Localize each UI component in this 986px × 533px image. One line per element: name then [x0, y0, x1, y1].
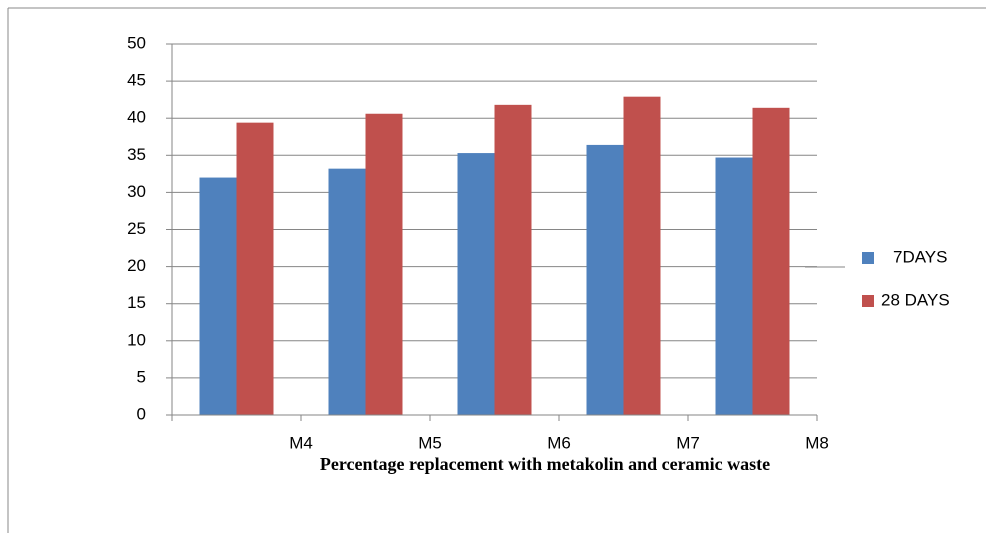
bar: [366, 114, 403, 415]
y-tick-label: 30: [127, 182, 146, 201]
bar: [237, 123, 274, 415]
y-tick-label: 40: [127, 108, 146, 127]
x-tick-label: M6: [547, 433, 571, 452]
y-tick-label: 35: [127, 145, 146, 164]
bar: [753, 108, 790, 415]
x-axis-title: Percentage replacement with metakolin an…: [320, 454, 770, 474]
y-tick-label: 15: [127, 293, 146, 312]
y-tick-label: 5: [137, 367, 146, 386]
bar: [495, 105, 532, 415]
legend-swatch: [862, 295, 874, 307]
y-tick-label: 25: [127, 219, 146, 238]
y-tick-label: 50: [127, 33, 146, 52]
x-tick-label: M8: [805, 433, 829, 452]
bar: [624, 97, 661, 415]
x-tick-label: M5: [418, 433, 442, 452]
legend-swatch: [862, 252, 874, 264]
x-tick-label: M7: [676, 433, 700, 452]
legend-label: 7DAYS: [893, 247, 948, 266]
bar: [200, 178, 237, 415]
y-tick-label: 0: [137, 404, 146, 423]
y-tick-label: 45: [127, 71, 146, 90]
bar: [329, 169, 366, 415]
bar: [458, 153, 495, 415]
y-tick-label: 10: [127, 330, 146, 349]
bar: [716, 158, 753, 415]
y-tick-label: 20: [127, 256, 146, 275]
bar: [587, 145, 624, 415]
legend-label: 28 DAYS: [881, 290, 950, 309]
chart: Percentage replacement with metakolin an…: [0, 0, 986, 533]
x-tick-label: M4: [289, 433, 313, 452]
